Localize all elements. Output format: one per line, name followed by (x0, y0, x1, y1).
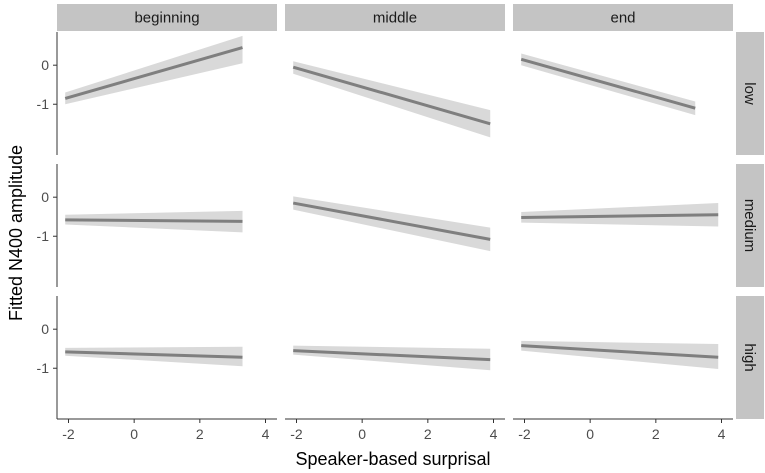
x-axis-title: Speaker-based surprisal (295, 449, 490, 469)
fit-line-beginning-high (65, 350, 243, 359)
y-tick-label: 0 (41, 57, 49, 73)
ci-ribbon-middle-medium (293, 196, 491, 252)
strip-middle (285, 4, 505, 31)
fit-line-end-medium (521, 213, 719, 219)
strip-label-high: high (741, 343, 758, 371)
x-tick-label: 4 (490, 426, 498, 442)
ci-ribbon-beginning-high (65, 346, 243, 367)
fit-line-beginning-low (64, 46, 243, 100)
ci-ribbon-beginning-low (65, 35, 243, 105)
strip-label-middle: middle (373, 10, 417, 27)
x-tick-label: 2 (424, 426, 432, 442)
x-tick-label: 4 (262, 426, 270, 442)
fit-line-end-high (521, 344, 719, 359)
x-tick-label: 0 (130, 426, 138, 442)
ci-ribbon-middle-low (293, 61, 491, 138)
fit-line-middle-high (293, 349, 491, 362)
y-tick-label: 0 (41, 321, 49, 337)
x-tick-label: 0 (586, 426, 594, 442)
y-tick-label: -1 (37, 96, 50, 112)
strip-label-beginning: beginning (134, 10, 199, 27)
fit-line-middle-low (292, 65, 491, 126)
panels-layer: beginning middle end low medium high 0 -1 0 -1 0 -1… (37, 4, 764, 442)
x-tick-label: -2 (290, 426, 303, 442)
x-tick-label: 0 (358, 426, 366, 442)
x-tick-label: -2 (62, 426, 75, 442)
x-tick-label: 4 (718, 426, 726, 442)
fit-line-beginning-medium (65, 218, 243, 223)
strip-beginning (57, 4, 277, 31)
x-tick-label: 2 (196, 426, 204, 442)
y-tick-label: -1 (37, 360, 50, 376)
x-tick-label: 2 (652, 426, 660, 442)
strip-low (736, 32, 764, 155)
strip-medium (736, 164, 764, 287)
fit-line-end-low (520, 57, 696, 110)
x-tick-label: -2 (518, 426, 531, 442)
strip-label-end: end (610, 10, 635, 27)
y-tick-label: 0 (41, 189, 49, 205)
y-axis-title: Fitted N400 amplitude (6, 145, 26, 321)
y-tick-label: -1 (37, 228, 50, 244)
strip-end (513, 4, 733, 31)
strip-label-medium: medium (741, 199, 758, 252)
strip-label-low: low (741, 82, 758, 105)
strip-high (736, 296, 764, 419)
fit-line-middle-medium (292, 201, 491, 241)
